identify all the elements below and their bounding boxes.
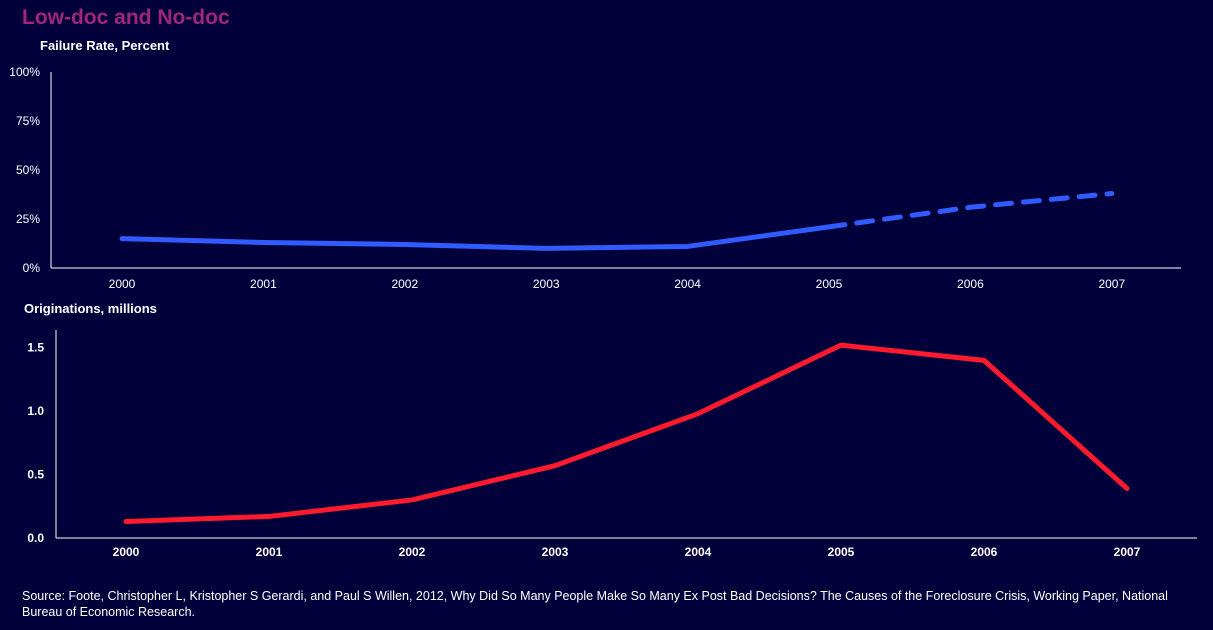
failure-x-tick-label: 2007 <box>1098 277 1125 291</box>
failure-y-tick-label: 75% <box>16 114 40 128</box>
source-note: Source: Foote, Christopher L, Kristopher… <box>22 589 1168 619</box>
originations-x-tick-label: 2007 <box>1114 545 1141 559</box>
failure-x-tick-label: 2004 <box>674 277 701 291</box>
originations-x-tick-label: 2000 <box>113 545 140 559</box>
originations-x-tick-label: 2002 <box>399 545 426 559</box>
originations-x-tick-label: 2001 <box>256 545 283 559</box>
failure-rate-chart-title: Failure Rate, Percent <box>40 38 170 53</box>
originations-y-tick-label: 1.0 <box>27 404 44 418</box>
originations-x-tick-label: 2004 <box>685 545 712 559</box>
failure-x-tick-label: 2002 <box>391 277 418 291</box>
page-title: Low-doc and No-doc <box>22 6 230 29</box>
failure-series-line-actual <box>119 224 832 251</box>
originations-y-tick-label: 1.5 <box>27 341 44 355</box>
failure-x-tick-label: 2005 <box>816 277 843 291</box>
failure-x-tick-label: 2001 <box>250 277 277 291</box>
originations-x-tick-label: 2006 <box>971 545 998 559</box>
originations-y-tick-label: 0.5 <box>27 468 44 482</box>
failure-y-tick-label: 25% <box>16 212 40 226</box>
failure-series-line-projected <box>826 191 1115 230</box>
originations-y-tick-label: 0.0 <box>27 531 44 545</box>
failure-y-tick-label: 100% <box>9 65 40 79</box>
failure-y-tick-label: 50% <box>16 163 40 177</box>
originations-x-tick-label: 2005 <box>828 545 855 559</box>
failure-x-tick-label: 2000 <box>109 277 136 291</box>
originations-series-line <box>123 342 1130 525</box>
failure-y-tick-label: 0% <box>23 261 41 275</box>
originations-chart-title: Originations, millions <box>24 301 157 316</box>
failure-x-tick-label: 2006 <box>957 277 984 291</box>
originations-x-tick-label: 2003 <box>542 545 569 559</box>
failure-x-tick-label: 2003 <box>533 277 560 291</box>
